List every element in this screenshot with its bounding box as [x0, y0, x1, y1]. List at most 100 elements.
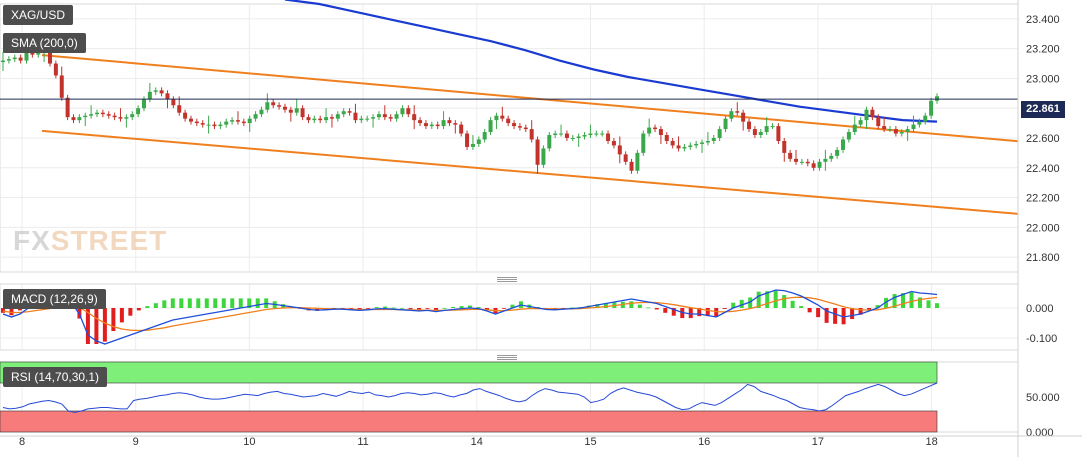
pane-resize-handle-macd[interactable]: [497, 277, 517, 282]
macd-histogram-bar: [892, 294, 897, 308]
macd-histogram-bar: [349, 308, 354, 309]
candle-body: [547, 135, 552, 149]
candle-body: [353, 112, 358, 121]
symbol-label[interactable]: XAG/USD: [3, 5, 74, 25]
candle-body: [265, 102, 270, 110]
price-axis-tick-label: 23.200: [1026, 44, 1060, 56]
candle-body: [653, 127, 658, 130]
candle-body: [406, 108, 411, 115]
macd-histogram-bar: [238, 298, 243, 308]
candle-body: [71, 117, 76, 121]
candle-body: [465, 133, 470, 147]
time-axis-tick-label: 16: [698, 436, 710, 448]
time-axis-tick-label: 10: [243, 436, 255, 448]
macd-histogram-bar: [663, 308, 668, 313]
sma-indicator-label[interactable]: SMA (200,0): [3, 33, 86, 53]
macd-indicator-label[interactable]: MACD (12,26,9): [3, 289, 106, 309]
macd-histogram-bar: [646, 307, 651, 309]
candle-body: [282, 106, 287, 110]
candle-body: [83, 115, 88, 118]
macd-pane-frame: [0, 283, 1019, 351]
macd-histogram-bar: [629, 301, 634, 308]
candle-body: [741, 112, 746, 122]
candle-body: [582, 135, 587, 137]
candle-body: [253, 114, 258, 119]
macd-histogram-bar: [654, 308, 659, 310]
macd-histogram-bar: [756, 291, 761, 308]
time-axis-tick-label: 9: [133, 436, 139, 448]
macd-histogram-bar: [867, 308, 872, 310]
rsi-oversold-zone: [0, 410, 938, 433]
candle-body: [59, 75, 64, 98]
candle-body: [418, 120, 423, 124]
candle-body: [65, 97, 70, 118]
macd-histogram-bar: [765, 291, 770, 308]
candle-body: [564, 133, 569, 138]
candle-body: [159, 90, 164, 94]
candle-body: [729, 111, 734, 119]
macd-histogram-bar: [875, 305, 880, 308]
macd-histogram-bar: [816, 308, 821, 318]
time-axis-tick-label: 11: [357, 436, 368, 448]
candle-body: [899, 132, 904, 134]
candle-body: [124, 117, 129, 119]
macd-histogram-bar: [451, 307, 456, 308]
candle-body: [423, 123, 428, 127]
candle-body: [829, 155, 834, 159]
candle-body: [324, 117, 329, 121]
candle-body: [235, 120, 240, 122]
candle-body: [735, 111, 740, 113]
candle-body: [923, 115, 928, 122]
candle-body: [823, 158, 828, 162]
macd-histogram-bar: [315, 308, 320, 311]
candle-body: [118, 117, 123, 119]
candle-body: [306, 117, 311, 121]
macd-histogram-bar: [824, 308, 829, 323]
candle-body: [758, 132, 763, 136]
rsi-indicator-label[interactable]: RSI (14,70,30,1): [3, 367, 108, 387]
candle-body: [846, 132, 851, 140]
macd-histogram-bar: [841, 308, 846, 325]
candle-body: [212, 124, 217, 127]
macd-histogram-bar: [85, 308, 90, 344]
candle-body: [318, 118, 323, 121]
macd-histogram-bar: [204, 298, 209, 308]
macd-histogram-bar: [153, 303, 158, 308]
candle-body: [36, 53, 41, 55]
candle-body: [876, 117, 881, 127]
candle-body: [206, 124, 211, 126]
macd-histogram-bar: [918, 297, 923, 308]
candle-body: [412, 114, 417, 121]
macd-histogram-bar: [434, 308, 439, 310]
price-axis-tick-label: 21.800: [1026, 252, 1060, 264]
fxstreet-watermark-logo: FXSTREET: [13, 225, 167, 257]
macd-histogram-bar: [383, 306, 388, 308]
macd-signal-line: [2, 296, 938, 332]
candle-body: [635, 152, 640, 171]
candle-body: [106, 114, 111, 116]
macd-histogram-bar: [366, 308, 371, 309]
candle-body: [570, 138, 575, 139]
time-axis-tick-label: 14: [471, 436, 483, 448]
candle-body: [288, 109, 293, 113]
macd-histogram-bar: [417, 308, 422, 310]
pane-resize-handle-rsi[interactable]: [497, 355, 517, 360]
macd-histogram-bar: [671, 308, 676, 316]
macd-histogram-bar: [714, 308, 719, 317]
candle-body: [676, 145, 681, 149]
macd-histogram-bar: [17, 308, 22, 311]
candle-body: [700, 142, 705, 144]
candle-body: [218, 124, 223, 127]
candle-body: [841, 139, 846, 150]
macd-histogram-bar: [790, 300, 795, 308]
current-price-badge: 22.861: [1021, 101, 1065, 118]
time-axis-tick-label: 17: [812, 436, 824, 448]
candle-body: [705, 140, 710, 143]
macd-histogram-bar: [442, 308, 447, 309]
candle-body: [271, 102, 276, 106]
watermark-street: STREET: [50, 225, 168, 256]
candle-body: [112, 115, 117, 118]
candle-body: [453, 123, 458, 125]
candle-body: [347, 111, 352, 113]
